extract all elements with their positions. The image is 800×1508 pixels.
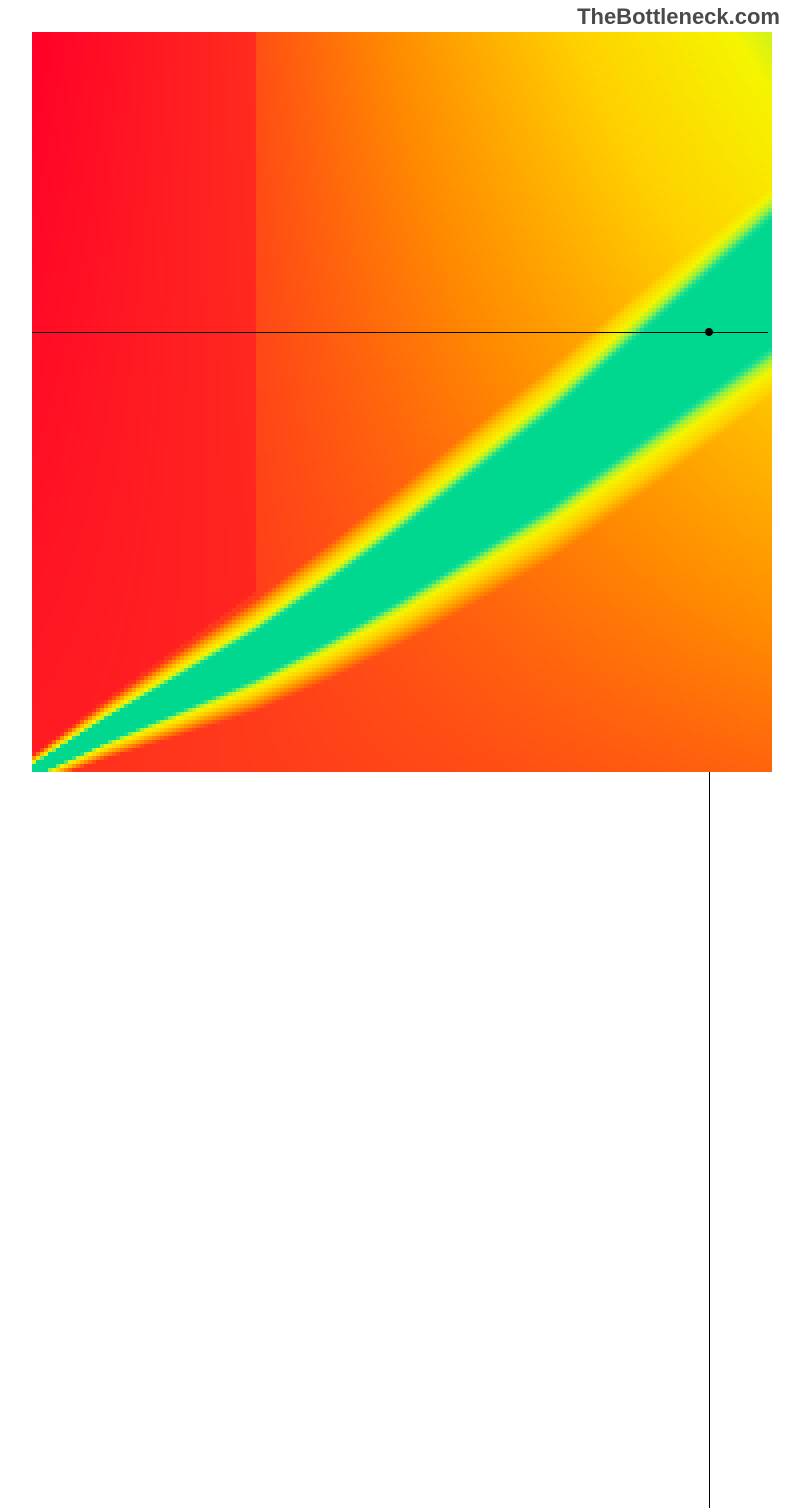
watermark-text: TheBottleneck.com bbox=[577, 4, 780, 30]
crosshair-dot bbox=[705, 328, 713, 336]
chart-area bbox=[30, 30, 770, 770]
crosshair-horizontal bbox=[32, 332, 768, 333]
heatmap-canvas bbox=[32, 32, 772, 772]
crosshair-vertical bbox=[709, 772, 710, 1508]
